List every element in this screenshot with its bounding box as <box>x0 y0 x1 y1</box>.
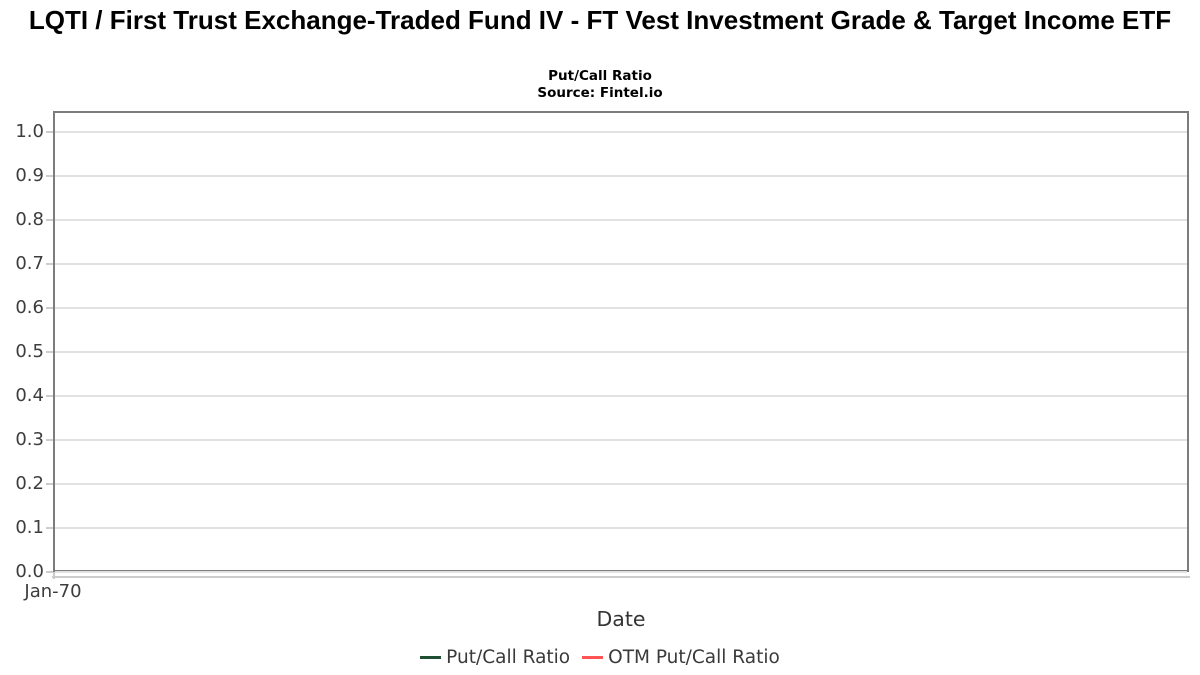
y-tick-label: 0.1 <box>15 517 44 538</box>
y-tick-label: 0.5 <box>15 341 44 362</box>
y-tick-label: 0.2 <box>15 473 44 494</box>
y-tick-label: 0.3 <box>15 429 44 450</box>
plot-area <box>53 111 1189 572</box>
y-tick-mark <box>46 527 53 529</box>
chart-source-credit: Source: Fintel.io <box>537 85 663 101</box>
y-gridline <box>55 527 1187 529</box>
legend-line-swatch <box>582 655 604 660</box>
y-gridline <box>55 131 1187 133</box>
legend-label: Put/Call Ratio <box>446 647 571 668</box>
y-tick-label: 0.9 <box>15 165 44 186</box>
x-tick-mark <box>53 572 55 579</box>
y-gridline <box>55 483 1187 485</box>
chart-subtitle: Put/Call Ratio <box>548 68 652 84</box>
y-gridline <box>55 439 1187 441</box>
y-gridline <box>55 175 1187 177</box>
y-tick-label: 0.0 <box>15 561 44 582</box>
x-tick-label: Jan-70 <box>24 581 82 602</box>
y-tick-label: 0.4 <box>15 385 44 406</box>
legend-item: Put/Call Ratio <box>420 647 570 668</box>
x-axis-title: Date <box>596 607 646 631</box>
x-axis-line <box>52 576 1190 578</box>
y-gridline <box>55 219 1187 221</box>
y-gridline <box>55 395 1187 397</box>
y-tick-mark <box>46 395 53 397</box>
y-tick-mark <box>46 351 53 353</box>
legend-line-swatch <box>420 655 442 660</box>
y-tick-label: 1.0 <box>15 121 44 142</box>
y-tick-mark <box>46 263 53 265</box>
y-tick-mark <box>46 131 53 133</box>
y-gridline <box>55 307 1187 309</box>
y-tick-mark <box>46 307 53 309</box>
y-gridline <box>55 571 1187 573</box>
legend-label: OTM Put/Call Ratio <box>608 647 780 668</box>
y-tick-label: 0.8 <box>15 209 44 230</box>
chart-legend: Put/Call Ratio OTM Put/Call Ratio <box>0 647 1200 668</box>
y-gridline <box>55 263 1187 265</box>
y-tick-mark <box>46 439 53 441</box>
y-tick-label: 0.6 <box>15 297 44 318</box>
y-gridline <box>55 351 1187 353</box>
y-tick-label: 0.7 <box>15 253 44 274</box>
y-tick-mark <box>46 571 53 573</box>
y-tick-mark <box>46 219 53 221</box>
y-tick-mark <box>46 483 53 485</box>
chart-title: LQTI / First Trust Exchange-Traded Fund … <box>28 5 1172 35</box>
y-tick-mark <box>46 175 53 177</box>
legend-item: OTM Put/Call Ratio <box>582 647 780 668</box>
